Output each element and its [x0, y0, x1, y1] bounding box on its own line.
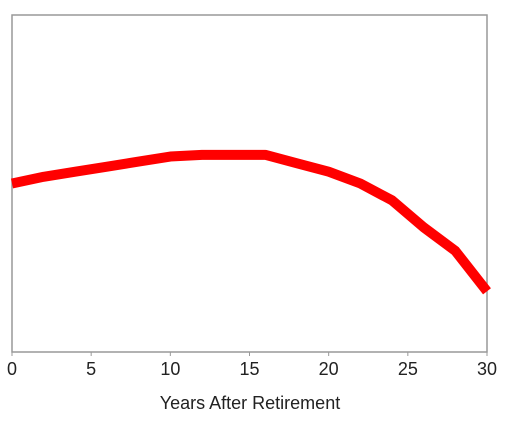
x-tick-label: 30 [477, 359, 497, 379]
x-tick-label: 15 [239, 359, 259, 379]
x-axis-label: Years After Retirement [160, 393, 340, 413]
x-tick-label: 0 [7, 359, 17, 379]
x-tick-label: 5 [86, 359, 96, 379]
x-tick-label: 10 [160, 359, 180, 379]
x-tick-label: 25 [398, 359, 418, 379]
x-tick-label: 20 [319, 359, 339, 379]
line [10, 149, 491, 295]
plot-frame [11, 14, 488, 353]
